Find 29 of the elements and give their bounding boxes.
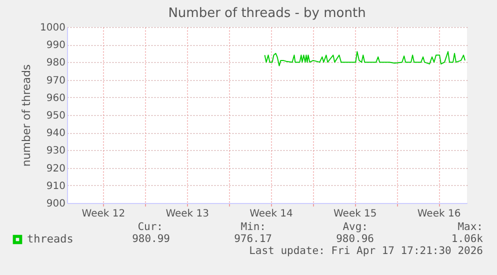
- y-tick-label: 960: [46, 92, 66, 104]
- x-tick-label: Week 15: [333, 208, 377, 220]
- text: Max:: [458, 221, 483, 233]
- y-tick-label: 900: [46, 198, 66, 210]
- text: Last update: Fri Apr 17 17:21:30 2026: [249, 245, 483, 257]
- x-tick-label: Week 16: [417, 208, 461, 220]
- legend-label: threads: [27, 232, 74, 246]
- y-tick-label: 1000: [40, 22, 66, 34]
- chart-title: Number of threads - by month: [168, 6, 366, 21]
- y-tick-label: 930: [46, 146, 66, 157]
- x-tick-label: Week 14: [250, 208, 293, 220]
- x-tick-label: Week 12: [82, 208, 126, 220]
- y-tick-label: 950: [46, 110, 66, 122]
- text: 1.06k: [451, 233, 484, 245]
- y-tick-label: 910: [46, 180, 66, 192]
- y-tick-label: 970: [46, 75, 66, 86]
- text: Avg:: [342, 221, 368, 233]
- y-axis-title: number of threads: [20, 64, 34, 167]
- x-tick-label: Week 13: [166, 208, 210, 220]
- text: 980.99: [132, 233, 170, 245]
- line-series: [264, 51, 466, 66]
- text: 976.17: [234, 233, 272, 245]
- y-tick-label: 920: [46, 163, 66, 174]
- text: 980.96: [336, 233, 374, 245]
- text: Cur:: [138, 221, 163, 233]
- text: Min:: [240, 221, 266, 233]
- y-tick-label: 980: [46, 58, 66, 69]
- y-tick-label: 940: [46, 128, 66, 140]
- y-tick-label: 990: [46, 40, 66, 52]
